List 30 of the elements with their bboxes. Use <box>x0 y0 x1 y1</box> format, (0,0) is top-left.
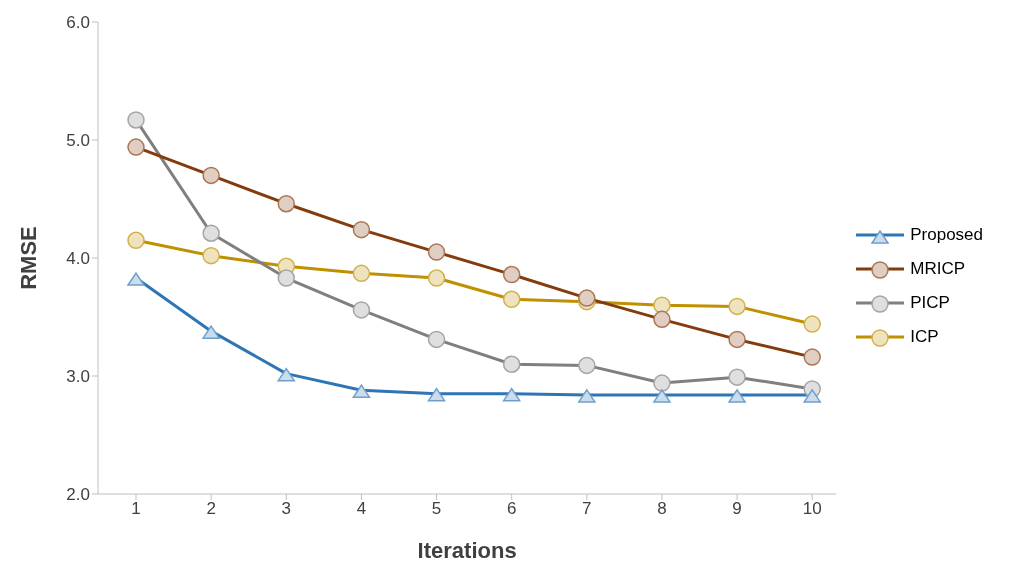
x-tick-label: 6 <box>506 499 517 519</box>
legend-label: MRICP <box>910 259 965 279</box>
y-tick-label: 6.0 <box>66 13 90 33</box>
point <box>202 224 220 242</box>
x-tick-label: 3 <box>281 499 292 519</box>
x-tick-label: 8 <box>657 499 667 519</box>
x-tick-label: 7 <box>582 499 592 519</box>
x-tick-label: 4 <box>356 499 367 519</box>
y-tick-label: 3.0 <box>66 367 90 387</box>
y-tick-label: 4.0 <box>66 249 90 269</box>
point <box>578 356 596 375</box>
x-tick-label: 1 <box>131 499 141 519</box>
x-axis-title: Iterations <box>417 537 517 563</box>
legend-label: PICP <box>910 293 950 313</box>
point <box>127 111 145 129</box>
x-tick-label: 5 <box>431 499 442 519</box>
point <box>502 355 521 373</box>
y-axis-title: RMSE <box>15 226 41 290</box>
y-tick-label: 5.0 <box>66 131 90 151</box>
x-tick-label: 10 <box>802 499 822 519</box>
point <box>427 330 446 349</box>
point <box>728 368 746 386</box>
point <box>653 374 671 392</box>
x-tick-label: 9 <box>732 499 742 519</box>
legend-label: Proposed <box>910 225 983 245</box>
legend-label: ICP <box>910 327 939 347</box>
point <box>352 301 371 319</box>
point <box>277 269 296 287</box>
y-tick-label: 2.0 <box>66 485 90 505</box>
x-tick-label: 2 <box>206 499 216 519</box>
